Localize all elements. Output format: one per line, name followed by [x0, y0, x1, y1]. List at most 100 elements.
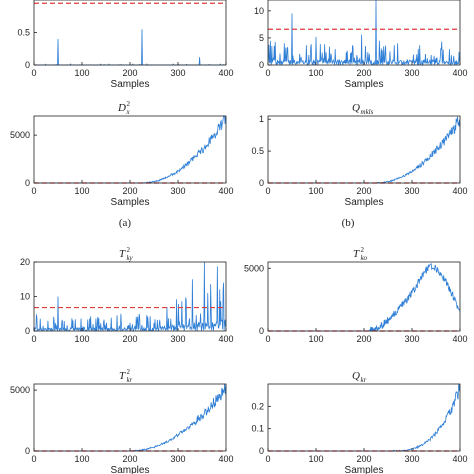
y-tick-label: 20: [20, 257, 30, 267]
x-tick-label: 0: [265, 68, 270, 78]
y-tick-label: 0: [259, 326, 264, 336]
y-tick-label: 10: [20, 292, 30, 302]
panel-title-sup: 2: [126, 246, 130, 254]
x-tick-label: 400: [218, 334, 233, 344]
x-tick-label: 0: [31, 454, 36, 464]
y-tick-label: 0: [25, 326, 30, 336]
x-tick-label: 100: [308, 186, 323, 196]
x-tick-label: 300: [404, 454, 419, 464]
x-tick-label: 200: [122, 334, 137, 344]
panel-title: T: [119, 370, 126, 382]
x-tick-label: 400: [218, 186, 233, 196]
y-tick-label: 0.5: [251, 146, 264, 156]
x-tick-label: 200: [356, 334, 371, 344]
series-line: [268, 116, 461, 184]
panel-title-sub: mkls: [361, 108, 374, 116]
x-axis-label: Samples: [345, 79, 384, 90]
x-tick-label: 300: [170, 186, 185, 196]
x-tick-label: 400: [218, 454, 233, 464]
x-axis-label: Samples: [111, 465, 150, 474]
panel-label-a: (a): [119, 217, 132, 229]
panel-p1: 0 100 200 300 400 0 0.5 Samples: [17, 0, 234, 90]
y-tick-label: 5000: [244, 263, 264, 273]
x-tick-label: 100: [308, 68, 323, 78]
x-tick-label: 400: [218, 68, 233, 78]
x-tick-label: 400: [452, 454, 467, 464]
x-tick-label: 200: [356, 186, 371, 196]
x-tick-label: 400: [452, 186, 467, 196]
y-tick-label: 1: [259, 114, 264, 124]
x-tick-label: 100: [308, 334, 323, 344]
x-tick-label: 0: [31, 68, 36, 78]
panel-title: T: [353, 248, 360, 260]
panel-title: Q: [352, 102, 360, 114]
axes-frame: [267, 261, 461, 332]
panel-p4: 0 100 200 300 400 0 0.5 1 Samples Q mkls: [251, 102, 467, 208]
panel-p2: 0 100 200 300 400 0 5 10 Samples: [254, 0, 468, 90]
x-tick-label: 100: [74, 68, 89, 78]
panel-title-sub: ky: [126, 254, 133, 262]
x-tick-label: 300: [170, 334, 185, 344]
x-tick-label: 200: [122, 186, 137, 196]
x-axis-label: Samples: [111, 197, 150, 208]
y-tick-label: 0: [259, 60, 264, 70]
x-tick-label: 0: [265, 454, 270, 464]
x-tick-label: 300: [170, 68, 185, 78]
x-tick-label: 200: [356, 68, 371, 78]
x-tick-label: 100: [308, 454, 323, 464]
axes-frame: [33, 115, 227, 184]
panel-title-sub: ko: [360, 254, 367, 262]
y-tick-label: 0.5: [17, 28, 30, 38]
y-tick-label: 10: [254, 6, 264, 16]
panel-p5: 0 100 200 300 400 0 10 20 T 2ky: [20, 246, 234, 344]
x-axis-label: Samples: [111, 79, 150, 90]
x-tick-label: 0: [31, 334, 36, 344]
x-tick-label: 0: [265, 186, 270, 196]
panel-title-sup: 2: [360, 246, 364, 254]
panel-title-sub: x: [126, 108, 131, 116]
x-tick-label: 200: [356, 454, 371, 464]
x-tick-label: 300: [170, 454, 185, 464]
axes-frame: [33, 261, 227, 332]
y-tick-label: 0: [25, 178, 30, 188]
axes-frame: [267, 115, 461, 184]
x-tick-label: 300: [404, 186, 419, 196]
panel-title-sub: kr: [361, 376, 367, 384]
x-tick-label: 0: [265, 334, 270, 344]
series-line: [33, 261, 227, 333]
x-tick-label: 100: [74, 334, 89, 344]
panel-title-sub: kr: [126, 376, 132, 384]
panel-title-sup: 2: [127, 100, 131, 108]
series-line: [34, 383, 227, 452]
series-line: [267, 0, 461, 67]
panel-p6: 0 100 200 300 400 0 5000 T 2ko: [244, 246, 468, 344]
panel-p8: 0 100 200 300 400 0 0.1 0.2 Samples Q kr: [251, 370, 467, 474]
series-line: [268, 262, 461, 333]
y-tick-label: 5000: [10, 130, 30, 140]
y-tick-label: 0: [259, 446, 264, 456]
panel-title-sup: 2: [126, 368, 130, 376]
y-tick-label: 0.2: [251, 401, 264, 411]
axes-frame: [33, 0, 227, 66]
x-tick-label: 200: [122, 68, 137, 78]
x-tick-label: 200: [122, 454, 137, 464]
x-tick-label: 400: [452, 68, 467, 78]
x-tick-label: 100: [74, 454, 89, 464]
panel-p3: 0 100 200 300 400 0 5000 Samples D 2x: [10, 100, 234, 208]
y-tick-label: 0: [259, 178, 264, 188]
x-tick-label: 300: [404, 334, 419, 344]
series-line: [34, 29, 227, 66]
panel-title: Q: [352, 370, 360, 382]
panel-title: D: [117, 102, 126, 114]
x-tick-label: 0: [31, 186, 36, 196]
x-tick-label: 300: [404, 68, 419, 78]
y-tick-label: 0.1: [251, 424, 264, 434]
series-line: [34, 115, 227, 184]
y-tick-label: 5: [259, 33, 264, 43]
y-tick-label: 0: [25, 446, 30, 456]
x-axis-label: Samples: [345, 465, 384, 474]
panel-p7: 0 100 200 300 400 0 5000 Samples T 2kr: [10, 368, 234, 474]
x-tick-label: 100: [74, 186, 89, 196]
panel-title: T: [119, 248, 126, 260]
